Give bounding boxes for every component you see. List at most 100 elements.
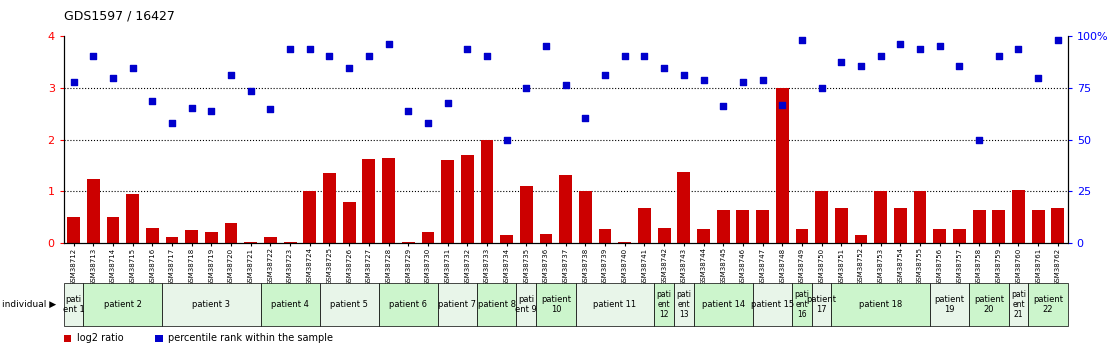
- Text: log2 ratio: log2 ratio: [77, 334, 123, 343]
- Point: [438, 101, 456, 106]
- Bar: [421, 232, 434, 243]
- Bar: [382, 158, 395, 243]
- Point: [793, 38, 811, 43]
- Point: [1030, 75, 1048, 80]
- Bar: [776, 88, 788, 243]
- Text: GDS1597 / 16427: GDS1597 / 16427: [64, 9, 174, 22]
- Point: [891, 41, 909, 47]
- Text: patient
22: patient 22: [1033, 295, 1063, 314]
- Point: [577, 115, 595, 121]
- Point: [360, 53, 378, 59]
- Point: [596, 72, 614, 78]
- Bar: [264, 237, 277, 243]
- Bar: [678, 172, 690, 243]
- Point: [1049, 38, 1067, 43]
- Bar: [913, 191, 927, 243]
- Bar: [618, 242, 632, 243]
- Point: [714, 103, 732, 109]
- Bar: [186, 230, 198, 243]
- Bar: [67, 217, 80, 243]
- Bar: [973, 209, 985, 243]
- Bar: [737, 209, 749, 243]
- Point: [989, 53, 1007, 59]
- Bar: [303, 191, 316, 243]
- Bar: [343, 202, 356, 243]
- Text: patient 15: patient 15: [751, 300, 794, 309]
- Point: [518, 85, 536, 91]
- Text: patient 11: patient 11: [594, 300, 636, 309]
- Bar: [284, 242, 296, 243]
- Point: [833, 59, 851, 65]
- Bar: [579, 191, 591, 243]
- Text: patient 18: patient 18: [859, 300, 902, 309]
- Bar: [520, 186, 533, 243]
- Point: [241, 88, 259, 93]
- Point: [557, 82, 575, 88]
- Text: pati
ent
21: pati ent 21: [1011, 290, 1026, 319]
- Bar: [796, 229, 808, 243]
- Point: [813, 85, 831, 91]
- Bar: [698, 229, 710, 243]
- Text: patient 7: patient 7: [438, 300, 476, 309]
- Point: [479, 53, 496, 59]
- Text: patient 6: patient 6: [389, 300, 427, 309]
- Bar: [894, 208, 907, 243]
- Text: pati
ent 9: pati ent 9: [515, 295, 538, 314]
- Bar: [1051, 208, 1064, 243]
- Bar: [500, 235, 513, 243]
- Text: pati
ent
16: pati ent 16: [795, 290, 809, 319]
- Bar: [106, 217, 120, 243]
- Point: [616, 53, 634, 59]
- Point: [498, 137, 515, 142]
- Bar: [1032, 209, 1044, 243]
- Bar: [953, 229, 966, 243]
- Point: [65, 79, 83, 85]
- Bar: [815, 191, 828, 243]
- Point: [754, 77, 771, 83]
- Bar: [461, 155, 474, 243]
- Text: patient 2: patient 2: [104, 300, 142, 309]
- Point: [124, 66, 142, 71]
- Text: patient 4: patient 4: [272, 300, 309, 309]
- Bar: [362, 159, 376, 243]
- Point: [872, 53, 890, 59]
- Point: [321, 53, 339, 59]
- Text: patient
19: patient 19: [935, 295, 965, 314]
- Point: [104, 75, 122, 80]
- Bar: [874, 191, 887, 243]
- Point: [143, 98, 161, 104]
- Bar: [225, 223, 237, 243]
- Bar: [442, 160, 454, 243]
- Point: [537, 43, 555, 48]
- Bar: [323, 173, 335, 243]
- Text: patient
10: patient 10: [541, 295, 571, 314]
- Bar: [638, 208, 651, 243]
- Bar: [559, 175, 572, 243]
- Point: [694, 77, 712, 83]
- Bar: [481, 140, 493, 243]
- Point: [911, 46, 929, 52]
- Point: [399, 108, 417, 114]
- Bar: [540, 234, 552, 243]
- Text: patient 14: patient 14: [702, 300, 745, 309]
- Bar: [165, 237, 179, 243]
- Point: [262, 106, 280, 111]
- Bar: [717, 209, 730, 243]
- Point: [163, 120, 181, 126]
- Point: [950, 63, 968, 69]
- Bar: [756, 209, 769, 243]
- Point: [84, 53, 102, 59]
- Bar: [87, 178, 100, 243]
- Bar: [205, 232, 218, 243]
- Point: [1010, 46, 1027, 52]
- Point: [182, 105, 200, 110]
- Point: [419, 120, 437, 126]
- Bar: [1012, 190, 1025, 243]
- Text: patient 5: patient 5: [330, 300, 368, 309]
- Bar: [146, 228, 159, 243]
- Text: patient 3: patient 3: [192, 300, 230, 309]
- Text: individual ▶: individual ▶: [2, 300, 56, 309]
- Point: [458, 46, 476, 52]
- Text: percentile rank within the sample: percentile rank within the sample: [169, 334, 333, 343]
- Bar: [934, 229, 946, 243]
